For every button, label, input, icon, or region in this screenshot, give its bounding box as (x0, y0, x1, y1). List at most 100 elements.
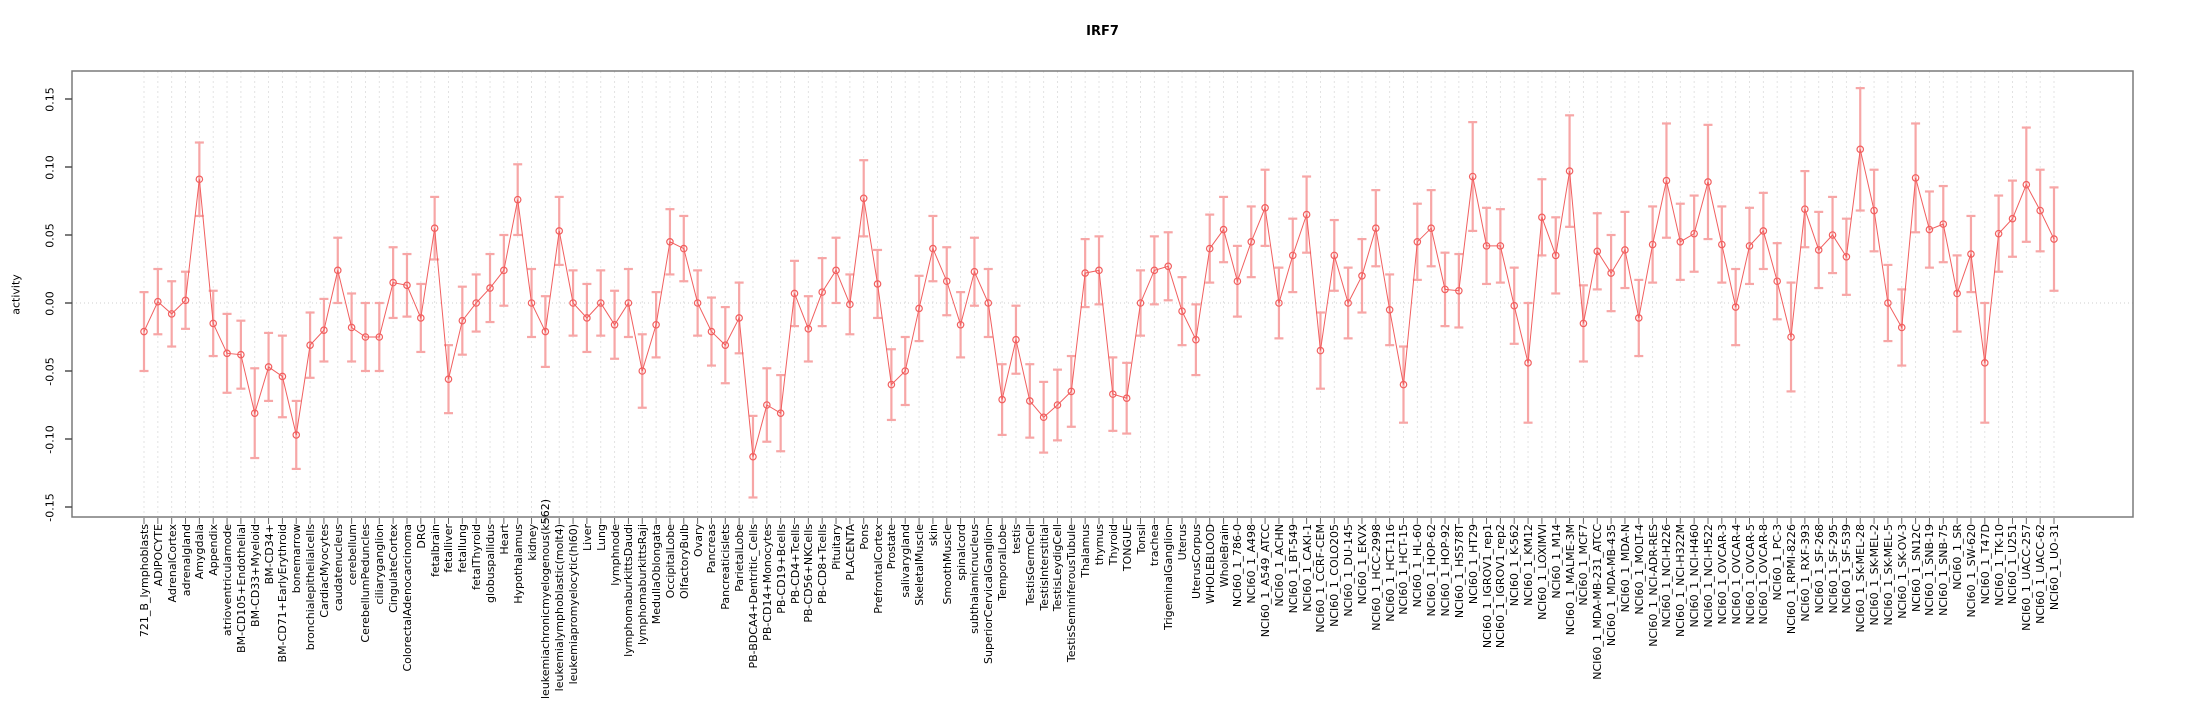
data-point (610, 320, 619, 329)
data-point (583, 314, 591, 322)
data-point (1828, 231, 1837, 239)
x-tick-label: Pancreas (705, 524, 719, 574)
x-tick-label: Ovary (691, 524, 705, 557)
data-point (1994, 229, 2003, 238)
x-tick-label: NCI60_1_NCI-H322M (1674, 524, 1688, 638)
x-tick-label: CardiacMyocytes (317, 524, 331, 618)
plot-border (71, 70, 2134, 518)
y-tick-label: 0.05 (43, 222, 57, 248)
data-point (1482, 242, 1491, 250)
x-tick-label: SmoothMuscle (940, 524, 954, 605)
data-point (1648, 240, 1657, 249)
data-point (873, 280, 882, 288)
data-point (1053, 401, 1062, 409)
x-tick-label: Pons (857, 524, 871, 550)
x-tick-label: leukemiapromyelocytic(hl60) (567, 524, 581, 685)
data-point (1939, 220, 1948, 228)
x-tick-label: Amygdala (193, 524, 207, 580)
x-tick-label: NCI60_1_SK-OV-3 (1895, 524, 1909, 619)
x-tick-label: CingulateCortex (387, 524, 401, 613)
x-tick-label: UterusCorpus (1189, 524, 1203, 599)
data-point (1122, 394, 1131, 403)
x-tick-label: NCI60_1_NCI-H522 (1701, 524, 1715, 628)
data-point (1801, 205, 1809, 213)
data-point (209, 319, 218, 328)
data-point (541, 327, 550, 336)
data-point (1399, 380, 1408, 389)
x-tick-label: fetalThyroid (470, 524, 484, 590)
x-tick-label: Pituitary (830, 524, 844, 570)
x-tick-label: NCI60_1_OVCAR-4 (1729, 524, 1743, 625)
x-tick-label: NCI60_1_TK-10 (1992, 524, 2006, 606)
x-tick-label: fetallung (456, 524, 470, 573)
data-point (237, 350, 245, 359)
data-point (1634, 314, 1643, 322)
data-point (375, 333, 384, 341)
x-tick-label: NCI60_1_SNB-75 (1937, 524, 1951, 616)
x-tick-label: NCI60_1_MCF7 (1577, 524, 1591, 606)
x-tick-label: TemporalLobe (996, 524, 1010, 601)
data-point (970, 267, 979, 276)
x-tick-label: thymus (1093, 524, 1106, 566)
x-tick-label: NCI60_1_A498 (1245, 524, 1259, 604)
data-point (804, 325, 813, 333)
data-point (2022, 180, 2031, 189)
x-tick-label: NCI60_1_HOP-92 (1439, 524, 1452, 617)
data-point (652, 320, 660, 329)
data-point (1593, 247, 1602, 256)
x-tick-label: globuspallidus (484, 524, 497, 604)
data-point (458, 316, 467, 325)
x-tick-label: NCI60_1_DU-145 (1342, 524, 1356, 617)
data-point (1870, 206, 1878, 215)
data-point (1275, 299, 1283, 307)
data-point (693, 299, 702, 307)
data-point (1247, 238, 1256, 246)
data-point (333, 266, 342, 275)
data-point (1773, 277, 1781, 286)
data-point (749, 452, 757, 461)
data-point (1842, 252, 1851, 261)
data-point (1012, 335, 1020, 344)
data-point (195, 175, 204, 184)
x-tick-label: NCI60_1_CAKI-1 (1300, 524, 1314, 612)
x-tick-label: adrenalgland (179, 524, 193, 597)
x-tick-label: NCI60_1_MOLT-4 (1632, 524, 1646, 615)
data-point (721, 341, 730, 349)
x-tick-label: TestisInterstitial (1037, 524, 1051, 611)
x-tick-label: NCI60_1_SF-268 (1812, 524, 1826, 614)
x-tick-label: salivarygland (899, 524, 913, 598)
x-tick-label: NCI60_1_HT29 (1466, 524, 1480, 605)
x-tick-label: cerebellum (345, 524, 359, 586)
data-point (1109, 390, 1117, 398)
series-line (143, 149, 2055, 457)
y-tick-label: -0.15 (43, 492, 57, 522)
data-point (1814, 246, 1823, 254)
data-point (1468, 172, 1477, 181)
data-point (223, 349, 231, 358)
data-point (555, 227, 564, 235)
x-tick-label: NCI60_1_UACC-257 (2020, 524, 2034, 631)
x-tick-label: NCI60_1_SN12C (1909, 524, 1923, 613)
x-tick-label: PB-CD56+NKCells (802, 524, 816, 623)
data-point (320, 326, 328, 335)
data-point (666, 238, 674, 246)
x-tick-label: SkeletalMuscle (913, 524, 927, 606)
x-tick-label: TestisGermCell (1023, 524, 1037, 606)
x-tick-label: ParietalLobe (733, 524, 747, 592)
data-point (735, 314, 743, 322)
data-point (1330, 251, 1339, 260)
data-point (929, 244, 937, 253)
chart-title: IRF7 (1086, 24, 1119, 39)
x-tick-label: NCI60_1_RXF-393 (1798, 524, 1812, 622)
data-point (1662, 176, 1671, 185)
data-point (707, 327, 716, 336)
x-tick-label: PB-BDCA4+Dentritic_Cells (746, 524, 760, 669)
x-tick-label: NCI60_1_K-562 (1508, 524, 1522, 607)
data-point (292, 431, 301, 439)
data-point (1025, 397, 1034, 405)
data-point (596, 299, 605, 307)
data-point (956, 320, 965, 329)
x-tick-label: lymphomaburkittsRaji (636, 524, 650, 645)
x-tick-label: AdrenalCortex (165, 524, 179, 603)
data-point (818, 288, 826, 296)
